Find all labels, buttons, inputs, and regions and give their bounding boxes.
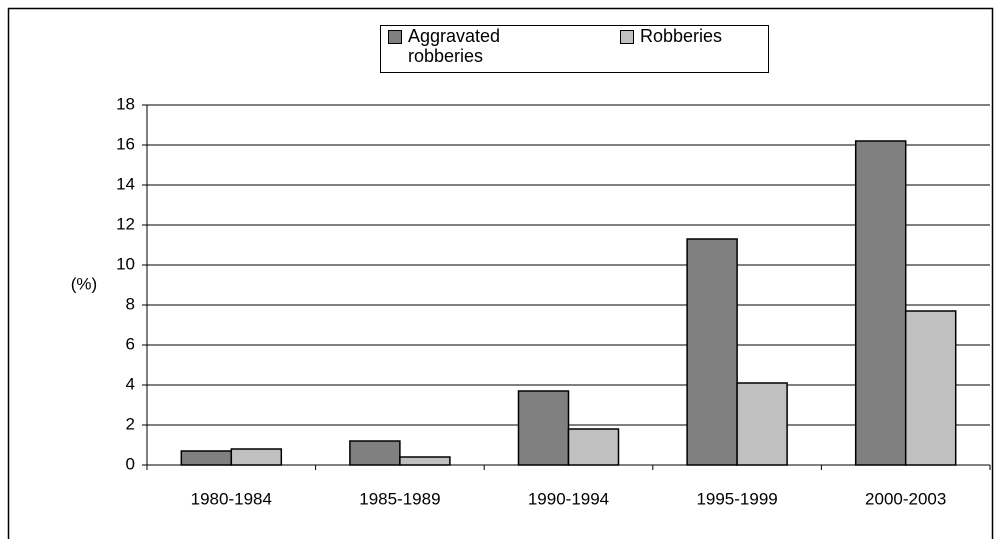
y-tick-label: 14	[116, 174, 135, 193]
legend-label: Robberies	[640, 26, 723, 46]
legend-label: Aggravated robberies	[408, 26, 501, 66]
bar	[180, 450, 233, 466]
legend-entry: Robberies	[620, 26, 770, 72]
bar	[854, 140, 907, 466]
bar	[686, 238, 738, 466]
y-axis-label: (%)	[71, 274, 97, 293]
bar	[517, 390, 570, 466]
legend-entry: Aggravated robberies	[388, 26, 538, 72]
y-tick-label: 16	[116, 134, 135, 153]
legend-box	[380, 25, 769, 73]
legend-swatch	[620, 30, 634, 44]
bar	[399, 456, 451, 466]
y-tick-label: 6	[126, 334, 135, 353]
x-tick-label: 1990-1994	[528, 489, 609, 508]
y-tick-label: 10	[116, 254, 135, 273]
bar	[736, 382, 788, 466]
y-tick-label: 0	[126, 454, 135, 473]
legend-swatch	[388, 30, 402, 44]
bar	[567, 428, 620, 466]
bar	[230, 448, 283, 466]
y-tick-label: 8	[126, 294, 135, 313]
bar	[349, 440, 401, 466]
x-tick-label: 1980-1984	[191, 489, 272, 508]
bar	[904, 310, 957, 466]
chart-border	[7, 7, 994, 539]
x-tick-label: 1995-1999	[696, 489, 777, 508]
x-tick-label: 1985-1989	[359, 489, 440, 508]
y-tick-label: 4	[126, 374, 135, 393]
y-tick-label: 12	[116, 214, 135, 233]
x-tick-label: 2000-2003	[865, 489, 946, 508]
y-tick-label: 2	[126, 414, 135, 433]
y-tick-label: 18	[116, 94, 135, 113]
